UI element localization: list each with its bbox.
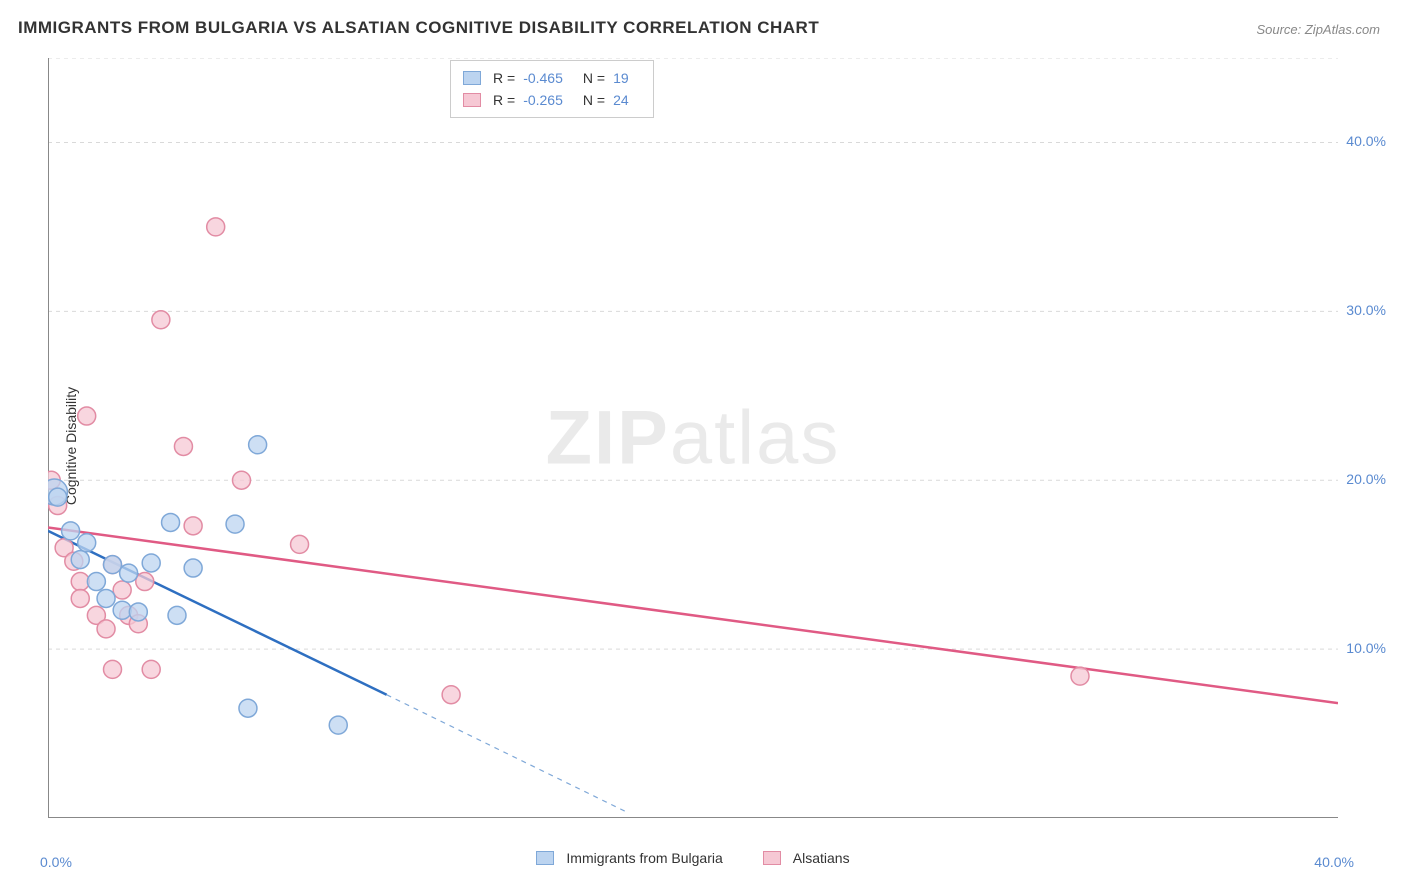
stat-value-n: 24 xyxy=(613,89,629,111)
stats-row: R = -0.265 N = 24 xyxy=(463,89,641,111)
swatch-series2 xyxy=(763,851,781,865)
legend-label: Immigrants from Bulgaria xyxy=(566,850,722,866)
legend-item-series1: Immigrants from Bulgaria xyxy=(536,850,722,866)
stat-label: N = xyxy=(583,89,605,111)
bottom-legend: Immigrants from Bulgaria Alsatians xyxy=(48,850,1338,866)
scatter-chart-svg xyxy=(48,58,1338,818)
stat-value-r: -0.465 xyxy=(523,67,563,89)
stat-label: R = xyxy=(493,89,515,111)
stats-row: R = -0.465 N = 19 xyxy=(463,67,641,89)
stat-value-n: 19 xyxy=(613,67,629,89)
plot-area: ZIPatlas xyxy=(48,58,1338,818)
legend-label: Alsatians xyxy=(793,850,850,866)
stat-value-r: -0.265 xyxy=(523,89,563,111)
swatch-series2 xyxy=(463,93,481,107)
source-attribution: Source: ZipAtlas.com xyxy=(1256,22,1380,37)
y-tick-label: 40.0% xyxy=(1346,133,1386,149)
legend-item-series2: Alsatians xyxy=(763,850,850,866)
y-tick-label: 30.0% xyxy=(1346,302,1386,318)
swatch-series1 xyxy=(463,71,481,85)
stat-label: N = xyxy=(583,67,605,89)
swatch-series1 xyxy=(536,851,554,865)
correlation-stats-box: R = -0.465 N = 19 R = -0.265 N = 24 xyxy=(450,60,654,118)
stat-label: R = xyxy=(493,67,515,89)
y-tick-label: 20.0% xyxy=(1346,471,1386,487)
y-tick-label: 10.0% xyxy=(1346,640,1386,656)
chart-title: IMMIGRANTS FROM BULGARIA VS ALSATIAN COG… xyxy=(18,18,819,38)
